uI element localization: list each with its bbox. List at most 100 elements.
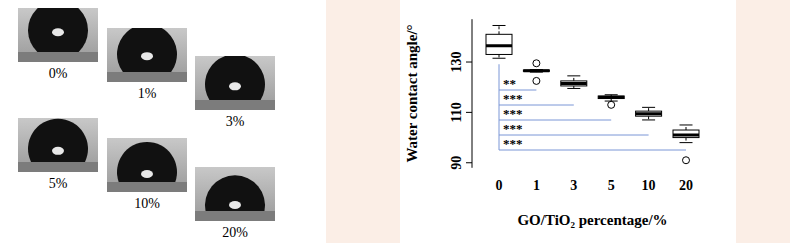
droplet-highlight xyxy=(52,28,64,36)
droplet-photo: 1% xyxy=(107,24,187,101)
photo-background xyxy=(107,138,187,192)
x-axis-title: GO/TiO₂ percentage/% xyxy=(517,212,667,228)
median xyxy=(523,69,549,72)
y-tick-label: 110 xyxy=(449,102,464,122)
median xyxy=(636,112,662,115)
box-body xyxy=(673,130,699,138)
box xyxy=(636,107,662,120)
photo-label: 0% xyxy=(49,66,68,81)
upper-whisker xyxy=(573,76,574,81)
photo-label: 5% xyxy=(49,176,68,191)
droplet xyxy=(28,119,88,162)
comparison-line xyxy=(499,150,686,151)
y-tick xyxy=(466,62,472,63)
box-body xyxy=(523,70,549,71)
photo-background xyxy=(18,118,98,172)
upper-whisker xyxy=(686,125,687,130)
photo-label: 1% xyxy=(138,86,157,101)
droplet-photo: 3% xyxy=(195,54,275,129)
x-tick-label: 3 xyxy=(570,178,577,193)
droplet-photo: 0% xyxy=(18,0,98,81)
max-cap xyxy=(642,107,655,108)
min-cap xyxy=(493,58,506,59)
photo-content xyxy=(107,138,187,192)
significance-label: ** xyxy=(503,76,516,91)
box xyxy=(523,60,549,85)
y-tick-label: 90 xyxy=(449,156,464,170)
droplet-photo: 20% xyxy=(195,167,275,240)
upper-whisker xyxy=(499,25,500,34)
comparisons: ************** xyxy=(499,64,686,151)
y-axis-line xyxy=(472,19,473,168)
image-panel-bg xyxy=(0,0,326,243)
outlier xyxy=(533,77,540,84)
photo-label: 10% xyxy=(134,196,160,211)
droplet-photo: 10% xyxy=(107,138,187,211)
box-body xyxy=(486,34,512,54)
photo-substrate xyxy=(195,100,275,110)
box-body xyxy=(598,96,624,99)
droplet-highlight xyxy=(141,52,153,60)
outlier xyxy=(608,101,615,108)
lower-whisker xyxy=(499,54,500,58)
min-cap xyxy=(680,142,693,143)
x-tick-label: 20 xyxy=(679,178,693,193)
photo-content xyxy=(195,56,275,110)
droplet xyxy=(117,142,177,182)
box xyxy=(673,125,699,164)
lower-whisker xyxy=(686,138,687,143)
comparison-stem xyxy=(499,64,500,150)
median xyxy=(673,134,699,137)
max-cap xyxy=(605,94,618,95)
droplet xyxy=(205,56,265,100)
droplet-highlight xyxy=(52,147,64,155)
photo-label: 3% xyxy=(226,114,245,129)
photo-content xyxy=(18,118,98,172)
median xyxy=(486,44,512,47)
outlier xyxy=(683,157,690,164)
photo-content xyxy=(107,28,187,82)
y-tick xyxy=(466,112,472,113)
y-axis-title: Water contact angle/° xyxy=(404,24,420,162)
median xyxy=(561,82,587,85)
droplet-photo: 5% xyxy=(18,118,98,191)
box xyxy=(561,76,587,89)
outlier xyxy=(533,60,540,67)
photo-substrate xyxy=(195,211,275,221)
droplet-highlight xyxy=(229,82,241,90)
box-body xyxy=(561,81,587,86)
boxes xyxy=(486,25,699,163)
median xyxy=(598,96,624,99)
photo-label: 20% xyxy=(222,225,248,240)
min-cap xyxy=(567,88,580,89)
y-tick-label: 130 xyxy=(449,52,464,73)
droplet xyxy=(205,175,265,211)
figure: 0%1%3%5%10%20%90110130Water contact angl… xyxy=(0,0,790,243)
max-cap xyxy=(567,75,580,76)
droplet xyxy=(28,8,88,52)
max-cap xyxy=(680,124,693,125)
chart-panel-bg xyxy=(400,0,736,243)
significance-label: *** xyxy=(503,91,523,106)
photo-content xyxy=(18,8,98,62)
y-tick xyxy=(466,162,472,163)
photo-substrate xyxy=(107,182,187,192)
box xyxy=(598,95,624,109)
x-tick-label: 10 xyxy=(642,178,656,193)
significance-label: *** xyxy=(503,106,523,121)
min-cap xyxy=(642,119,655,120)
x-tick-label: 0 xyxy=(496,178,503,193)
x-tick-label: 1 xyxy=(533,178,540,193)
droplet-highlight xyxy=(229,201,241,209)
significance-label: *** xyxy=(503,136,523,151)
significance-label: *** xyxy=(503,121,523,136)
upper-whisker xyxy=(648,107,649,111)
photo-background xyxy=(195,167,275,221)
max-cap xyxy=(493,25,506,26)
photo-substrate xyxy=(18,162,98,172)
x-tick-label: 5 xyxy=(608,178,615,193)
droplet-highlight xyxy=(141,170,153,178)
photo-substrate xyxy=(18,52,98,62)
box-chart: 90110130Water contact angle/°GO/TiO₂ per… xyxy=(404,19,699,228)
photo-substrate xyxy=(107,72,187,82)
